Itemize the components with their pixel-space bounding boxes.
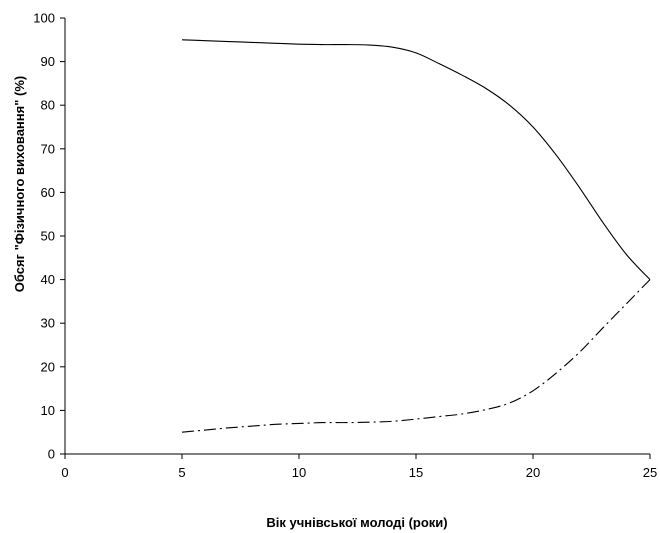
y-tick-label: 70 [41,141,55,156]
y-tick-label: 60 [41,185,55,200]
plot-area: 0 10 20 30 40 50 60 70 80 90 100 0 5 10 15 20 25 [33,11,657,481]
y-tick-label: 100 [33,11,55,26]
y-axis-title: Обсяг "Фізичного виховання" (%) [12,76,27,292]
x-tick-label: 10 [292,465,306,480]
x-tick-label: 5 [178,465,185,480]
x-tick-label: 0 [61,465,68,480]
y-axis-ticks: 0 10 20 30 40 50 60 70 80 90 100 [33,11,65,462]
y-tick-label: 30 [41,316,55,331]
y-tick-label: 90 [41,54,55,69]
x-tick-label: 20 [526,465,540,480]
x-axis-title: Вік учнівської молоді (роки) [266,515,447,530]
y-tick-label: 20 [41,359,55,374]
x-tick-label: 15 [409,465,423,480]
x-tick-label: 25 [643,465,657,480]
series-line-dashdot [181,279,651,433]
series-line-solid [181,39,651,280]
x-axis-ticks: 0 5 10 15 20 25 [61,454,657,480]
y-tick-label: 10 [41,403,55,418]
series-group [181,39,651,433]
y-tick-label: 0 [48,447,55,462]
y-tick-label: 40 [41,272,55,287]
y-tick-label: 50 [41,229,55,244]
y-tick-label: 80 [41,98,55,113]
